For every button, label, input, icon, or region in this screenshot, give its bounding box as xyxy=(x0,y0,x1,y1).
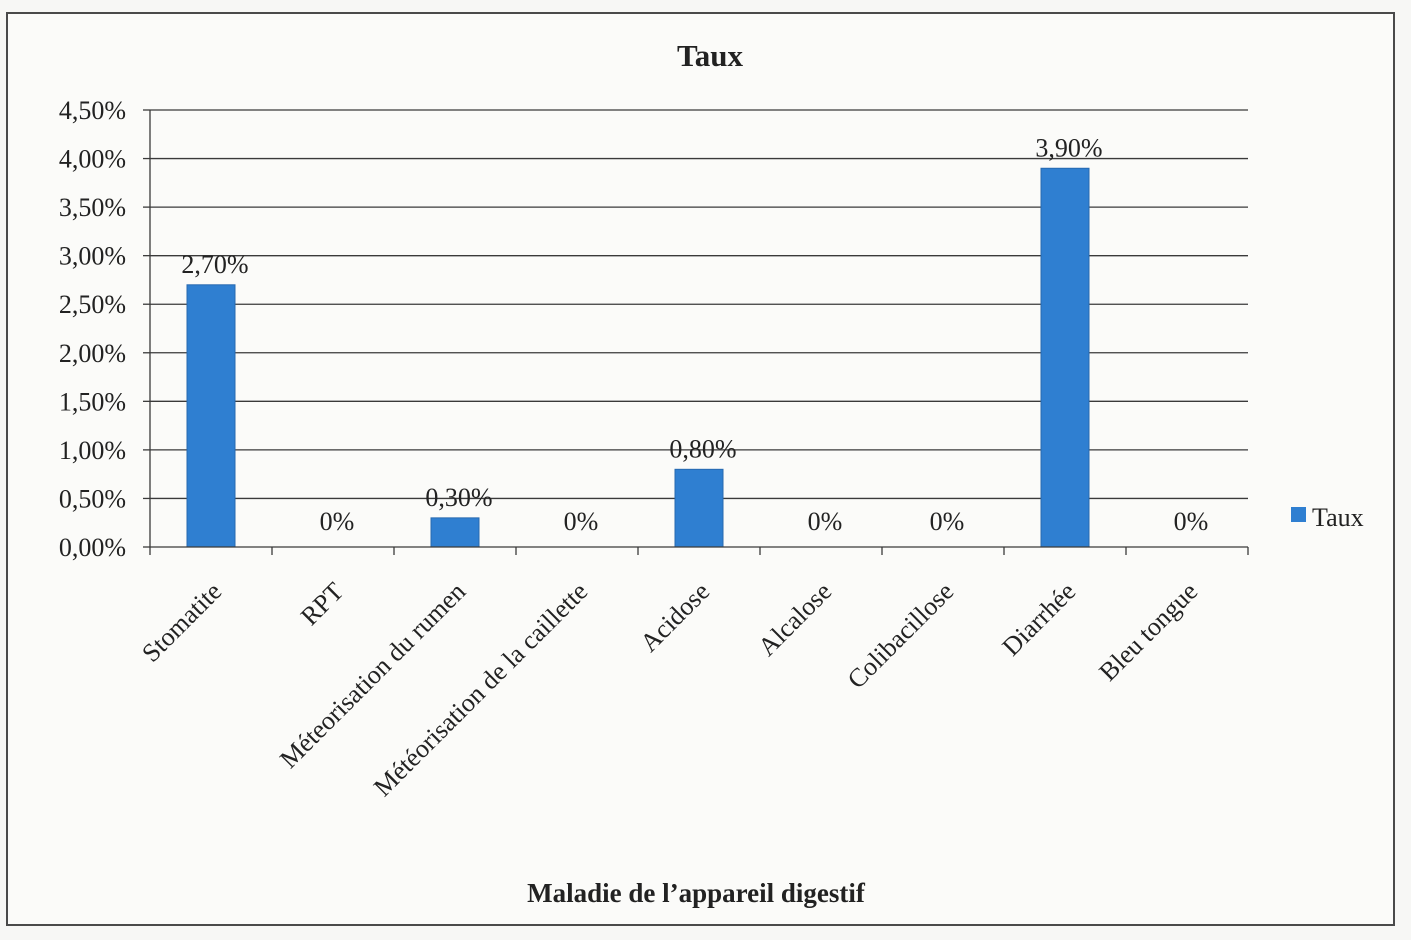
legend: Taux xyxy=(1291,503,1364,532)
legend-swatch xyxy=(1291,507,1306,522)
data-label: 0% xyxy=(1174,507,1209,536)
y-tick-label: 0,50% xyxy=(59,484,126,513)
data-label: 2,70% xyxy=(181,250,248,279)
y-tick-label: 4,00% xyxy=(59,145,126,174)
data-label: 0% xyxy=(808,507,843,536)
y-tick-label: 3,00% xyxy=(59,242,126,271)
y-tick-label: 1,00% xyxy=(59,436,126,465)
y-tick-label: 2,50% xyxy=(59,290,126,319)
bars xyxy=(186,167,1090,548)
category-label: Colibacillose xyxy=(842,577,960,695)
y-tick-label: 4,50% xyxy=(59,96,126,125)
category-label: Stomatite xyxy=(136,577,227,668)
data-label: 0,80% xyxy=(669,434,736,463)
data-labels: 2,70% 0% 0,30% 0% 0,80% 0% 0% 3,90% 0% xyxy=(181,133,1208,536)
y-axis-ticks: 0,00% 0,50% 1,00% 1,50% 2,00% 2,50% 3,00% 3,50%… xyxy=(59,96,150,562)
category-label: Diarrhée xyxy=(996,577,1081,662)
bar xyxy=(186,284,236,548)
bar xyxy=(674,468,724,548)
data-label: 0% xyxy=(930,507,965,536)
y-tick-label: 0,00% xyxy=(59,533,126,562)
data-label: 0% xyxy=(564,507,599,536)
data-label: 3,90% xyxy=(1035,133,1102,162)
y-tick-label: 2,00% xyxy=(59,339,126,368)
category-label: Bleu tongue xyxy=(1093,577,1203,687)
data-label: 0,30% xyxy=(425,483,492,512)
y-tick-label: 1,50% xyxy=(59,387,126,416)
y-tick-label: 3,50% xyxy=(59,193,126,222)
category-label: Acidose xyxy=(634,577,715,658)
chart-title: Taux xyxy=(677,38,744,73)
data-label: 0% xyxy=(320,507,355,536)
bar xyxy=(430,517,480,548)
category-label: Alcalose xyxy=(752,577,837,662)
category-label: Météorisation de la caillette xyxy=(368,577,593,802)
bar xyxy=(1040,167,1090,548)
x-axis-label: Maladie de l’appareil digestif xyxy=(527,878,866,908)
category-label: RPT xyxy=(295,577,349,631)
legend-label: Taux xyxy=(1312,503,1364,532)
axes xyxy=(149,110,1249,555)
